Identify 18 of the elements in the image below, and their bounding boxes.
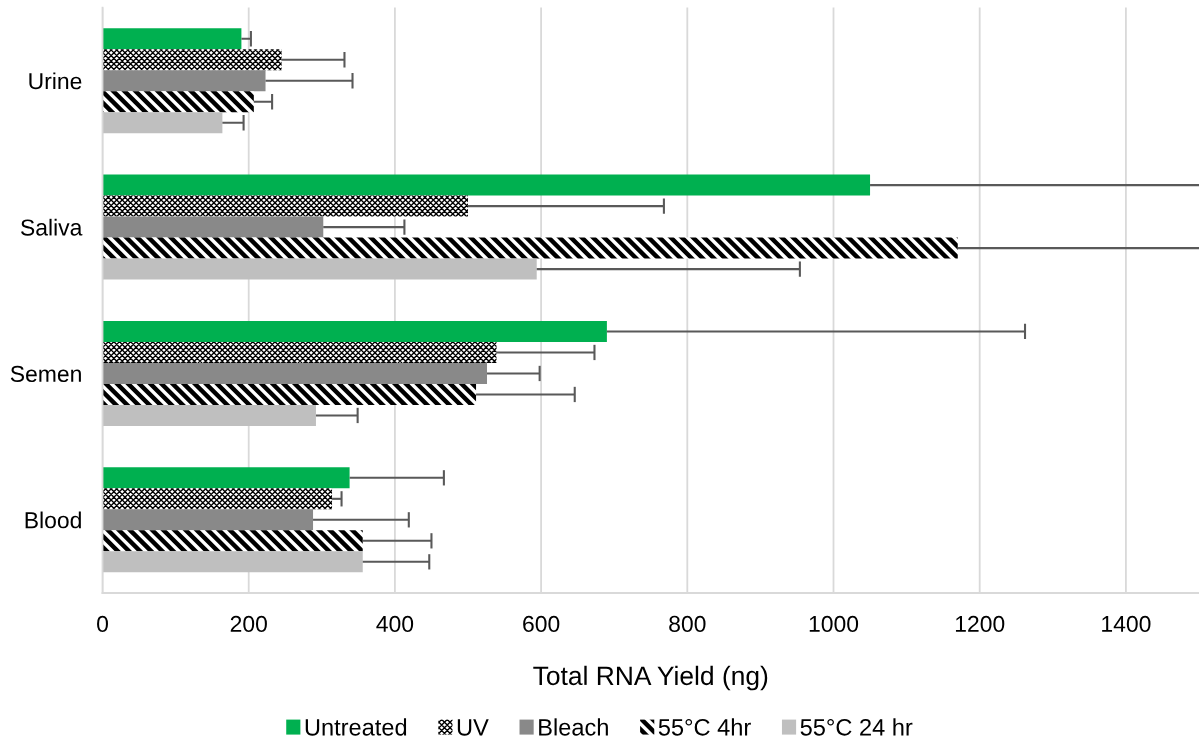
y-tick-label: Semen bbox=[10, 365, 81, 382]
legend-label: UV bbox=[457, 719, 489, 736]
x-tick-label: 0 bbox=[97, 615, 108, 633]
x-tick-label: 800 bbox=[669, 615, 706, 633]
x-tick-label: 1200 bbox=[955, 615, 1005, 633]
x-tick-label: 200 bbox=[230, 615, 267, 633]
y-tick-label: Saliva bbox=[21, 218, 83, 236]
x-axis-title: Total RNA Yield (ng) bbox=[533, 665, 768, 691]
x-tick-label: 1000 bbox=[809, 615, 859, 633]
x-tick-label: 1400 bbox=[1102, 615, 1151, 633]
legend-label: 55°C 24 hr bbox=[800, 718, 913, 736]
x-tick-label: 400 bbox=[376, 615, 414, 633]
legend-label: Bleach bbox=[539, 718, 608, 736]
x-tick-label: 600 bbox=[523, 615, 560, 633]
legend-label: 55°C 4hr bbox=[658, 718, 751, 736]
y-tick-label: Urine bbox=[29, 72, 82, 90]
y-tick-label: Blood bbox=[25, 511, 81, 529]
legend-label: Untreated bbox=[305, 718, 407, 736]
